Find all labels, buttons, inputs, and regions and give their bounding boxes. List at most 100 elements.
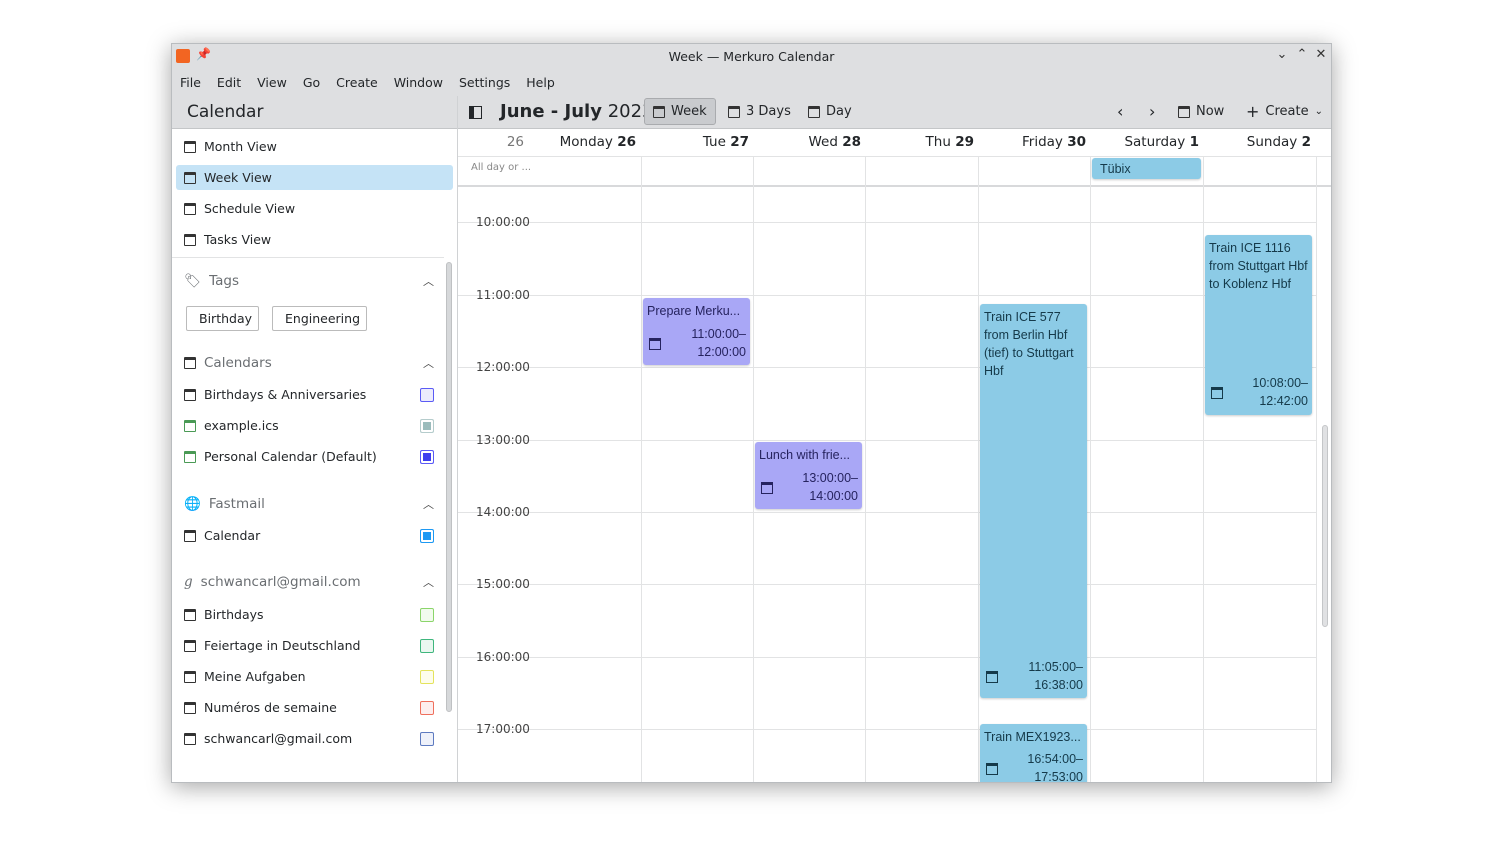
label: Calendars	[204, 355, 272, 371]
label: Fastmail	[208, 496, 265, 512]
menu-window[interactable]: Window	[393, 75, 443, 90]
tags-header[interactable]: 🏷 Tags ︿	[184, 273, 434, 289]
calendar-item[interactable]: schwancarl@gmail.com	[176, 726, 453, 751]
event-train-mex[interactable]: Train MEX1923... 16:54:00– 17:53:00	[980, 724, 1087, 782]
week-button[interactable]: Week	[644, 98, 716, 125]
event-end: 14:00:00	[809, 489, 858, 503]
hour-label: 17:00:00	[476, 722, 530, 736]
grid-line	[978, 156, 979, 782]
calendar-checkbox[interactable]	[420, 607, 434, 622]
tasks-icon	[184, 233, 196, 246]
event-prepare-merkuro[interactable]: Prepare Merku... 11:00:00– 12:00:00	[643, 298, 750, 365]
hour-label: 10:00:00	[476, 215, 530, 229]
grid-line	[1090, 156, 1091, 782]
menu-view[interactable]: View	[257, 75, 287, 90]
three-days-button[interactable]: 3 Days	[720, 98, 799, 125]
calendar-checkbox[interactable]	[420, 700, 434, 715]
chevron-up-icon[interactable]: ︿	[423, 576, 434, 589]
previous-icon[interactable]: ‹	[1117, 102, 1124, 121]
calendar-item[interactable]: Birthdays & Anniversaries	[176, 382, 453, 407]
menu-create[interactable]: Create	[336, 75, 378, 90]
grid-line	[1316, 156, 1317, 782]
event-start: 10:08:00–	[1252, 376, 1308, 390]
day-header-friday[interactable]: Friday 30	[978, 134, 1086, 150]
now-button[interactable]: Now	[1170, 98, 1232, 125]
calendar-checkbox[interactable]	[420, 528, 434, 543]
menu-go[interactable]: Go	[302, 75, 321, 90]
label: Numéros de semaine	[204, 700, 337, 715]
hour-label: 13:00:00	[476, 433, 530, 447]
tag-birthday[interactable]: Birthday	[186, 306, 260, 331]
label: Birthdays & Anniversaries	[204, 387, 367, 402]
all-day-event[interactable]: Tübix	[1092, 158, 1201, 179]
calendar-item[interactable]: Birthdays	[176, 602, 453, 627]
calendar-icon	[184, 701, 196, 714]
day-name: Tue	[702, 134, 726, 150]
event-time: 16:54:00– 17:53:00	[1027, 750, 1083, 782]
calendar-item[interactable]: Personal Calendar (Default)	[176, 444, 453, 469]
event-time: 13:00:00– 14:00:00	[802, 469, 858, 505]
menu-file[interactable]: File	[180, 75, 201, 90]
sidebar-toggle-icon[interactable]	[469, 106, 482, 119]
sidebar-item-week-view[interactable]: Week View	[176, 165, 453, 190]
calendars-header[interactable]: Calendars ︿	[184, 355, 434, 371]
all-day-label[interactable]: All day or ...	[471, 162, 532, 173]
event-start: 13:00:00–	[802, 471, 858, 485]
day-header-sunday[interactable]: Sunday 2	[1203, 134, 1311, 150]
calendar-item[interactable]: Feiertage in Deutschland	[176, 633, 453, 658]
calendar-item[interactable]: Meine Aufgaben	[176, 664, 453, 689]
sidebar-item-schedule-view[interactable]: Schedule View	[176, 196, 453, 221]
calendar-icon	[761, 482, 773, 494]
calendar-icon	[1211, 387, 1223, 399]
label: Birthdays	[204, 607, 264, 622]
day-header-wednesday[interactable]: Wed 28	[753, 134, 861, 150]
day-header-saturday[interactable]: Saturday 1	[1091, 134, 1199, 150]
calendar-item[interactable]: Calendar	[176, 523, 453, 548]
create-button[interactable]: + Create ⌄	[1238, 98, 1331, 125]
maximize-icon[interactable]: ⌃	[1296, 47, 1308, 62]
label: Week View	[204, 170, 272, 185]
close-icon[interactable]: ✕	[1315, 47, 1327, 62]
calendar-item[interactable]: example.ics	[176, 413, 453, 438]
cake-icon	[184, 388, 196, 401]
menu-settings[interactable]: Settings	[459, 75, 511, 90]
event-train-ice-1116[interactable]: Train ICE 1116 from Stuttgart Hbf to Kob…	[1205, 235, 1312, 415]
calendar-checkbox[interactable]	[420, 449, 434, 464]
calendar-checkbox[interactable]	[420, 418, 434, 433]
label: Schedule View	[204, 201, 296, 216]
grid-scrollbar[interactable]	[1322, 425, 1328, 627]
event-lunch[interactable]: Lunch with frie... 13:00:00– 14:00:00	[755, 442, 862, 509]
hour-label: 11:00:00	[476, 288, 530, 302]
menu-help[interactable]: Help	[526, 75, 555, 90]
label: Calendar	[204, 528, 261, 543]
event-title: Lunch with frie...	[759, 448, 851, 462]
event-train-ice-577[interactable]: Train ICE 577 from Berlin Hbf (tief) to …	[980, 304, 1087, 698]
calendar-checkbox[interactable]	[420, 638, 434, 653]
event-end: 12:00:00	[697, 345, 746, 359]
chevron-up-icon[interactable]: ︿	[423, 498, 434, 511]
gmail-header[interactable]: g schwancarl@gmail.com ︿	[184, 574, 434, 590]
event-time: 10:08:00– 12:42:00	[1252, 374, 1308, 410]
day-header-thursday[interactable]: Thu 29	[866, 134, 974, 150]
sidebar-scrollbar[interactable]	[446, 262, 452, 712]
globe-icon: 🌐	[184, 496, 201, 512]
sidebar-item-tasks-view[interactable]: Tasks View	[176, 227, 453, 252]
day-header-monday[interactable]: Monday 26	[528, 134, 636, 150]
calendar-item[interactable]: Numéros de semaine	[176, 695, 453, 720]
pin-icon[interactable]: 📌	[196, 47, 211, 61]
next-icon[interactable]: ›	[1149, 102, 1156, 121]
day-button[interactable]: Day	[800, 98, 860, 125]
minimize-icon[interactable]: ⌄	[1276, 47, 1288, 62]
chevron-up-icon[interactable]: ︿	[423, 275, 434, 288]
tag-engineering[interactable]: Engineering	[272, 306, 367, 331]
fastmail-header[interactable]: 🌐 Fastmail ︿	[184, 496, 434, 512]
title-bar: 📌 Week — Merkuro Calendar ⌄ ⌃ ✕	[172, 44, 1331, 70]
day-header-tuesday[interactable]: Tue 27	[641, 134, 749, 150]
calendar-icon	[184, 639, 196, 652]
menu-edit[interactable]: Edit	[216, 75, 242, 90]
chevron-up-icon[interactable]: ︿	[423, 357, 434, 370]
calendar-checkbox[interactable]	[420, 669, 434, 684]
calendar-checkbox[interactable]	[420, 731, 434, 746]
sidebar-item-month-view[interactable]: Month View	[176, 134, 453, 159]
calendar-checkbox[interactable]	[420, 387, 434, 402]
